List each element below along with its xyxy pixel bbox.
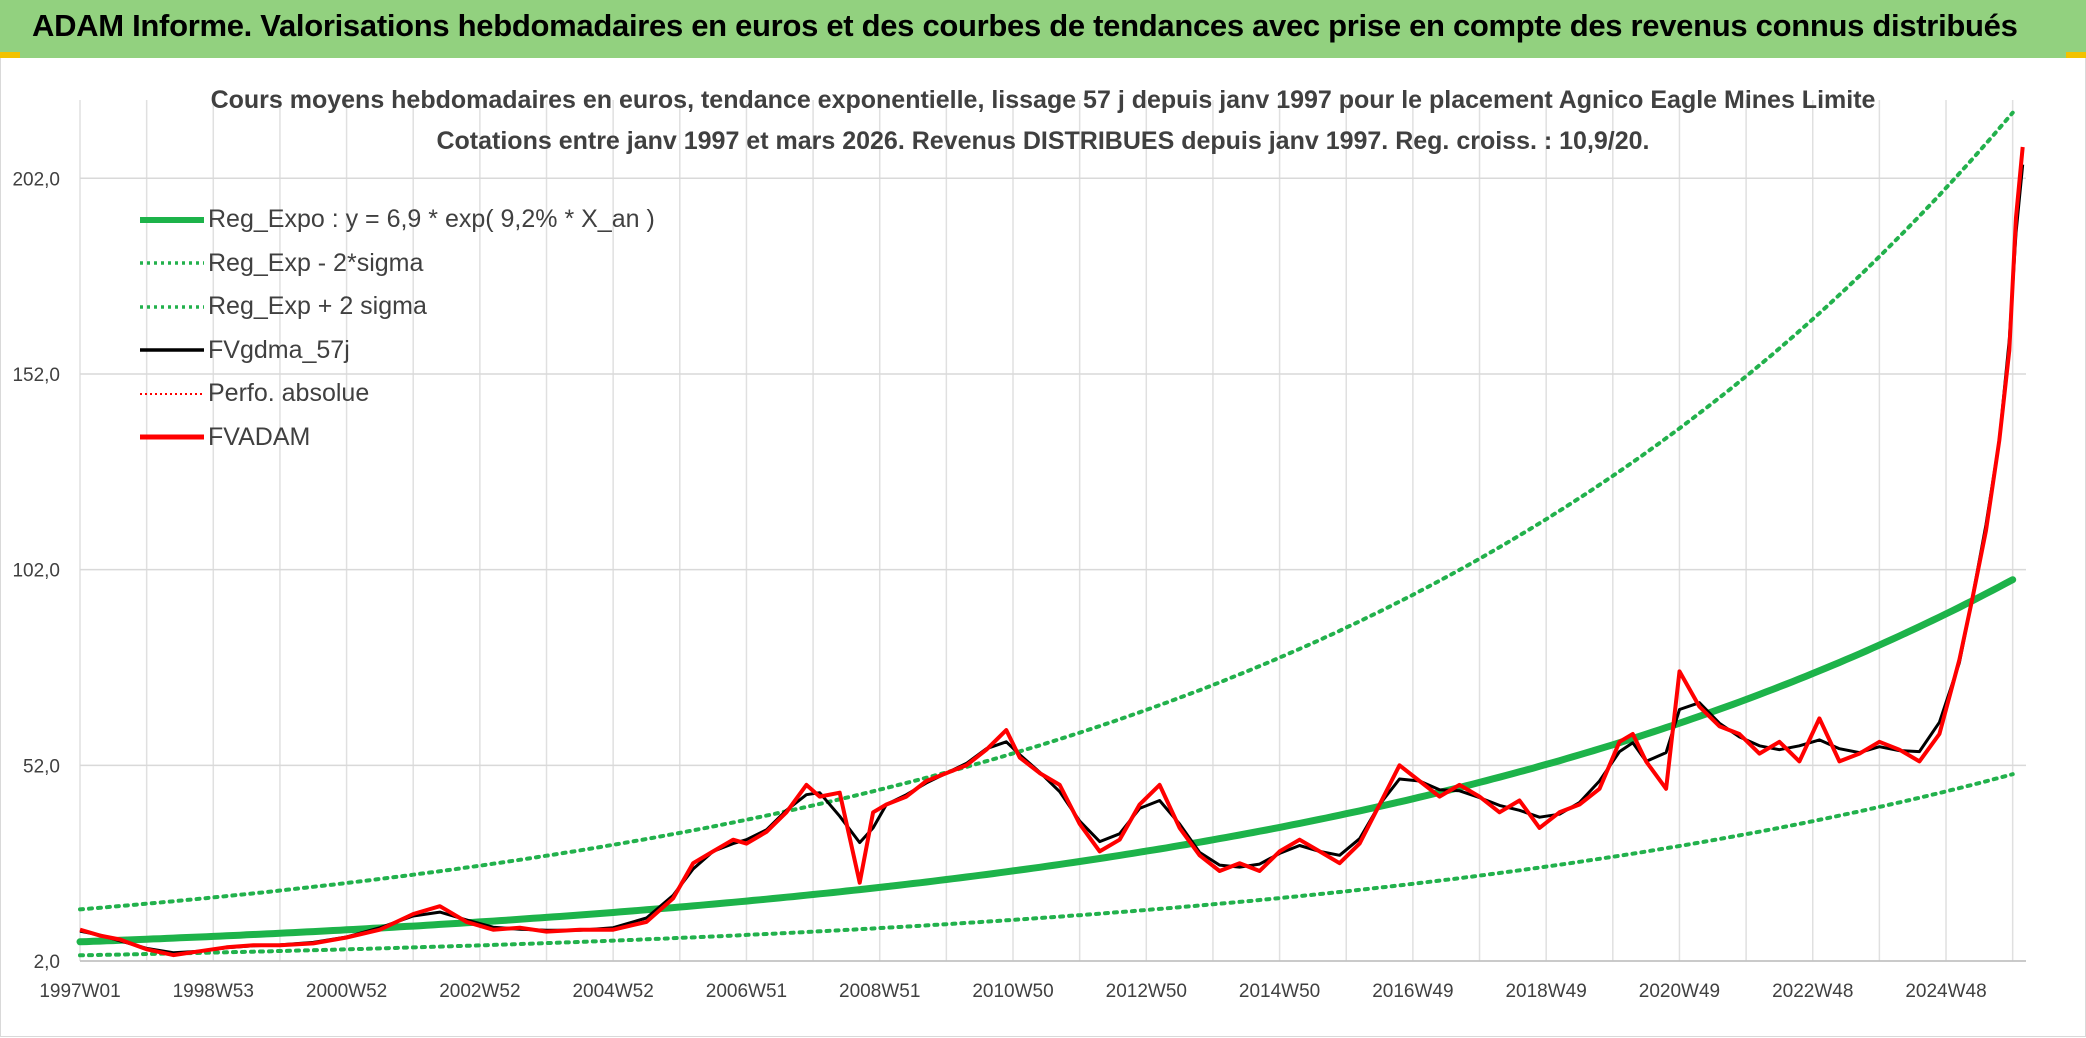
legend-item-price: FVADAM (140, 416, 655, 460)
series-line-regression (76, 576, 2017, 946)
x-tick-label: 2020W49 (1639, 981, 1720, 1002)
legend-label-regression: Reg_Expo : y = 6,9 * exp( 9,2% * X_an ) (208, 205, 655, 234)
x-tick-label: 2024W48 (1905, 981, 1986, 1002)
legend-label-smooth: FVgdma_57j (208, 335, 350, 364)
legend-label-upper-band: Reg_Exp + 2 sigma (208, 292, 427, 321)
header-corner-right (2066, 52, 2086, 58)
legend-label-price: FVADAM (208, 422, 311, 451)
y-tick-label: 2,0 (34, 952, 60, 973)
chart-title-line-1: Cours moyens hebdomadaires en euros, ten… (210, 86, 1876, 114)
x-tick-label: 2002W52 (439, 981, 520, 1002)
x-tick-label: 2018W49 (1505, 981, 1586, 1002)
series-line-lower (78, 772, 2015, 958)
x-tick-label: 1998W53 (173, 981, 254, 1002)
legend-swatch-price (140, 434, 204, 440)
x-tick-label: 2000W52 (306, 981, 387, 1002)
header-corner-left (0, 52, 20, 58)
legend-label-lower-band: Reg_Exp - 2*sigma (208, 248, 424, 277)
x-tick-label: 2016W49 (1372, 981, 1453, 1002)
legend-swatch-regression (140, 216, 204, 223)
legend-item-smooth: FVgdma_57j (140, 329, 655, 373)
report-header-bar (0, 0, 2086, 58)
legend-swatch-perfo (140, 392, 204, 395)
legend-swatch-upper-band (140, 305, 204, 309)
x-tick-label: 2012W50 (1106, 981, 1187, 1002)
y-tick-label: 52,0 (23, 756, 60, 777)
y-tick-label: 202,0 (12, 169, 60, 190)
x-tick-label: 2022W48 (1772, 981, 1853, 1002)
x-tick-label: 2010W50 (972, 981, 1053, 1002)
axis-labels: 2,0 52,0 102,0 152,0 202,0 1997W01 1998W53 2000… (12, 169, 2026, 1002)
x-tick-label: 1997W01 (39, 981, 120, 1002)
legend-item-lower-band: Reg_Exp - 2*sigma (140, 242, 655, 286)
legend-swatch-lower-band (140, 261, 204, 265)
chart-title-line-2: Cotations entre janv 1997 et mars 2026. … (436, 127, 1650, 155)
legend-item-regression: Reg_Expo : y = 6,9 * exp( 9,2% * X_an ) (140, 198, 655, 242)
legend-item-perfo: Perfo. absolue (140, 372, 655, 416)
x-tick-label: 2004W52 (572, 981, 653, 1002)
series-line-upper (78, 110, 2015, 912)
report-title: ADAM Informe. Valorisations hebdomadaire… (32, 8, 2018, 43)
legend-label-perfo: Perfo. absolue (208, 379, 370, 408)
legend-item-upper-band: Reg_Exp + 2 sigma (140, 285, 655, 329)
x-tick-label: 2008W51 (839, 981, 920, 1002)
chart-legend: Reg_Expo : y = 6,9 * exp( 9,2% * X_an ) … (140, 198, 655, 459)
legend-swatch-smooth (140, 348, 204, 352)
series-line-price (79, 146, 2025, 958)
y-tick-label: 102,0 (12, 561, 60, 582)
series-layer (76, 110, 2025, 958)
x-tick-label: 2014W50 (1239, 981, 1320, 1002)
y-tick-label: 152,0 (12, 365, 60, 386)
x-tick-label: 2006W51 (706, 981, 787, 1002)
